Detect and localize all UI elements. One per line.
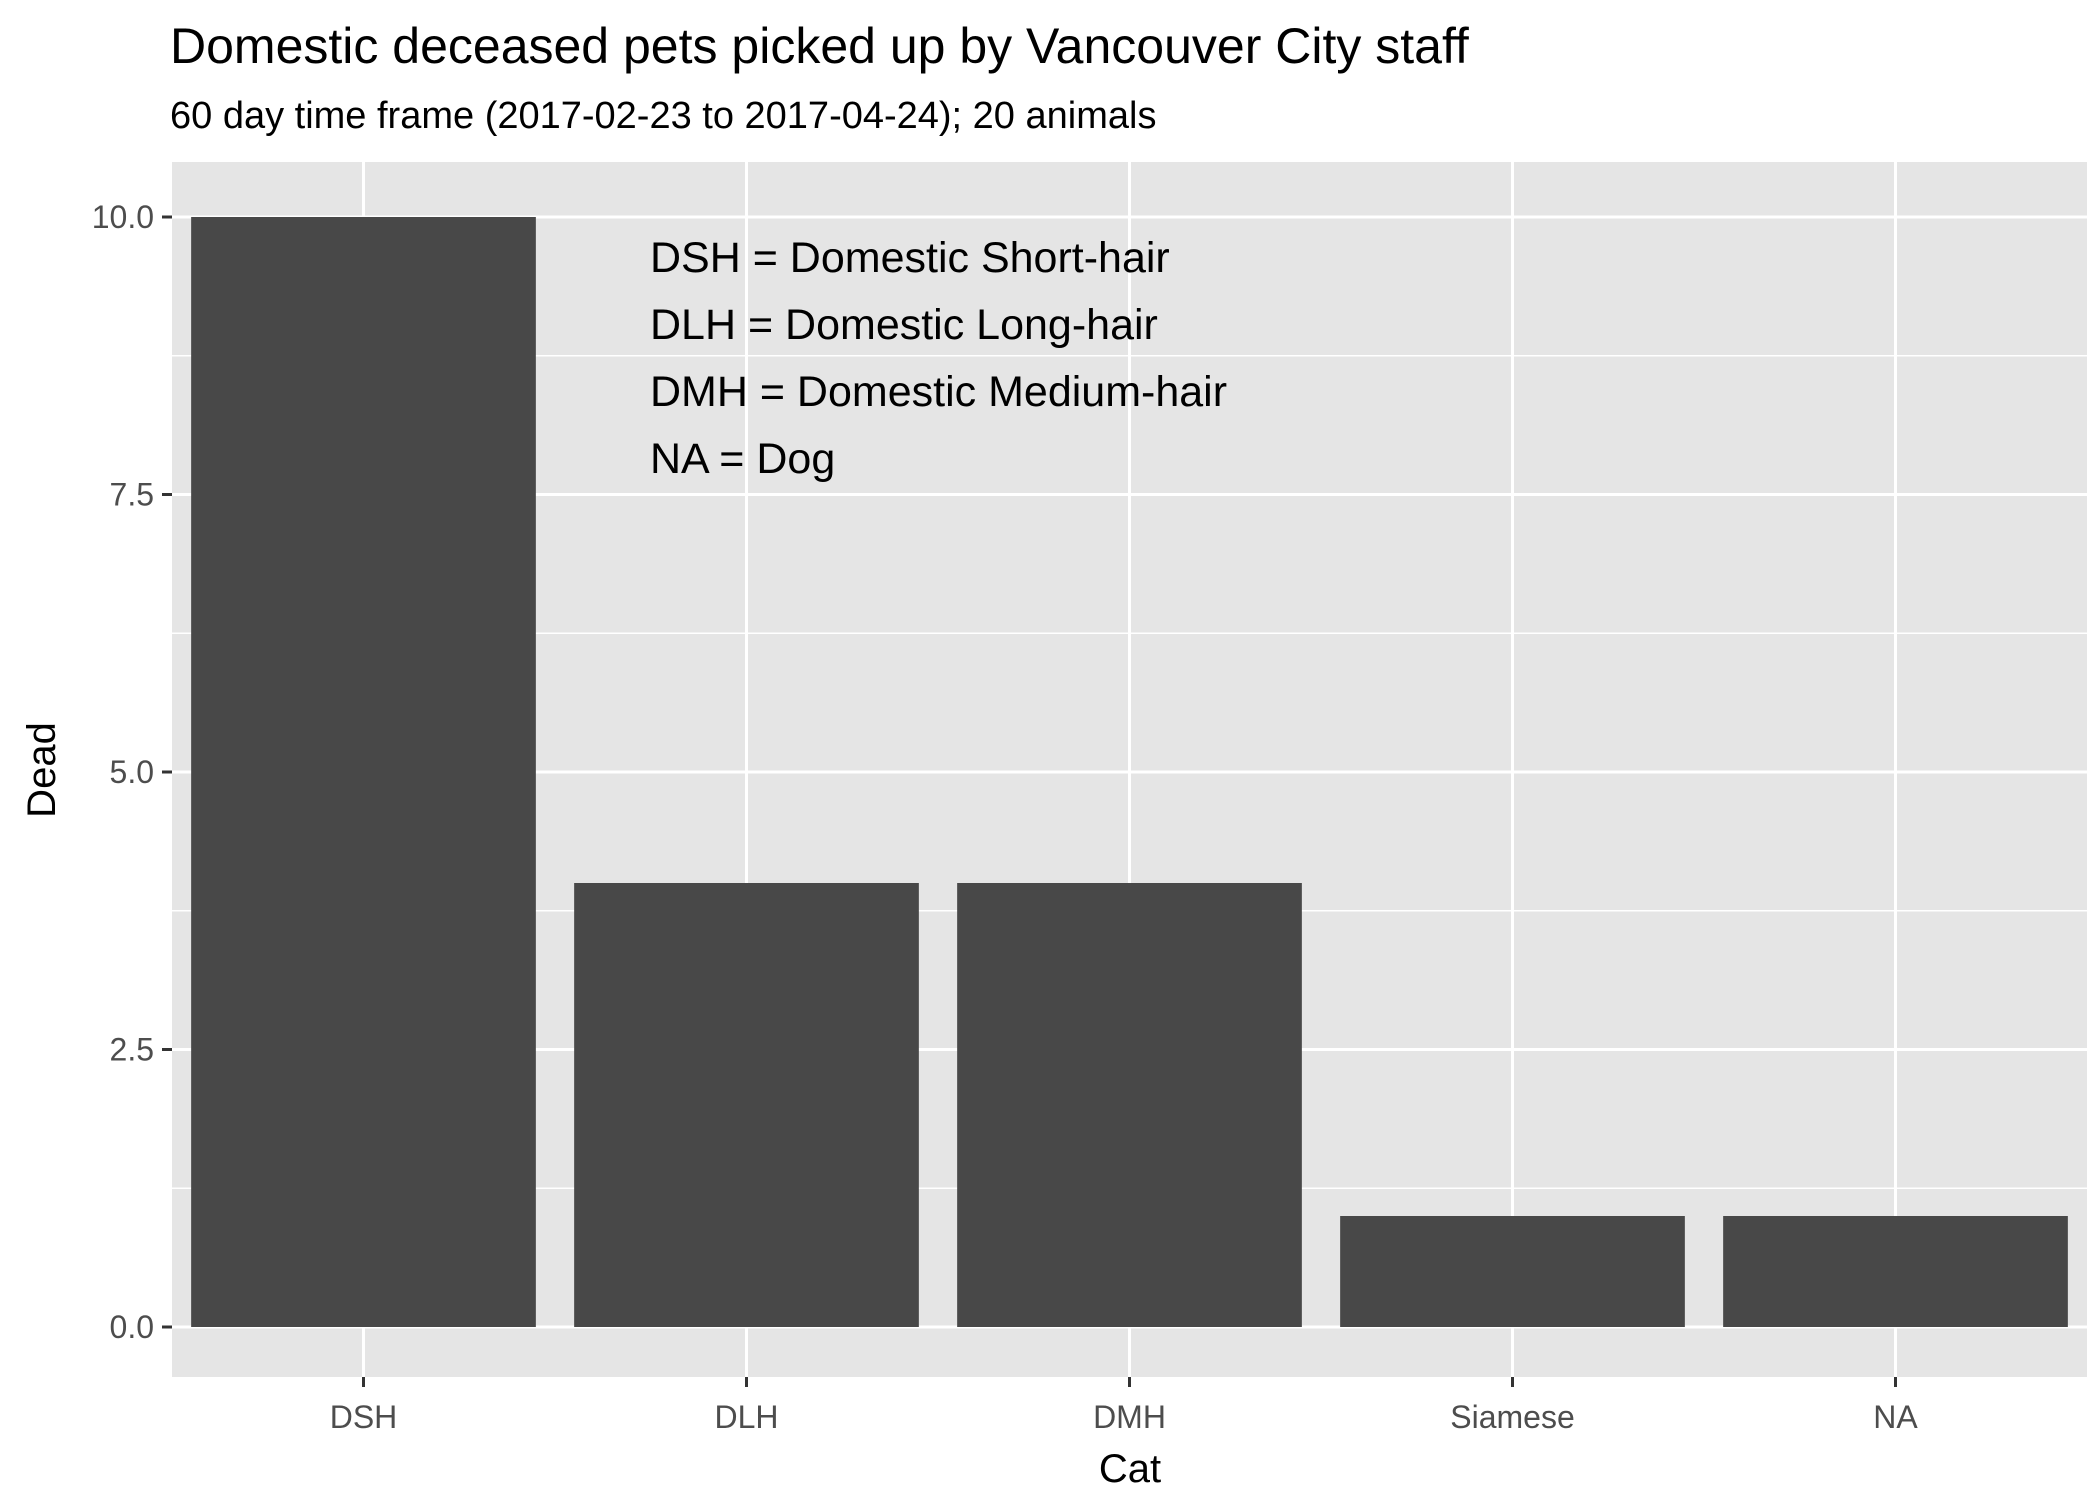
chart-subtitle: 60 day time frame (2017-02-23 to 2017-04… [170, 95, 1156, 137]
bar-dmh [957, 883, 1302, 1327]
y-axis-title: Dead [20, 722, 64, 818]
annotation-line: DLH = Domestic Long-hair [650, 301, 1158, 349]
bar-na [1723, 1216, 2068, 1327]
y-axis-ticks: 0.0 2.5 5.0 7.5 10.0 [92, 199, 172, 1345]
annotation-line: NA = Dog [650, 435, 835, 483]
y-tick-label: 7.5 [110, 477, 154, 513]
y-tick-label: 5.0 [110, 754, 154, 790]
x-tick-label: DSH [330, 1399, 398, 1435]
bar-siamese [1340, 1216, 1685, 1327]
y-tick-label: 10.0 [92, 199, 154, 235]
x-tick-label: DMH [1093, 1399, 1166, 1435]
bar-dsh [191, 217, 536, 1327]
x-tick-label: Siamese [1450, 1399, 1575, 1435]
annotation-line: DSH = Domestic Short-hair [650, 234, 1170, 282]
annotation-line: DMH = Domestic Medium-hair [650, 368, 1227, 416]
x-axis-ticks: DSH DLH DMH Siamese NA [330, 1377, 1918, 1435]
x-axis-title: Cat [1099, 1447, 1161, 1491]
y-tick-label: 2.5 [110, 1032, 154, 1068]
x-tick-label: NA [1873, 1399, 1918, 1435]
bar-dlh [574, 883, 919, 1327]
x-tick-label: DLH [714, 1399, 778, 1435]
bars [191, 217, 2068, 1327]
chart-title: Domestic deceased pets picked up by Vanc… [170, 18, 1469, 74]
y-tick-label: 0.0 [110, 1309, 154, 1345]
annotation-block: DSH = Domestic Short-hair DLH = Domestic … [650, 234, 1227, 483]
